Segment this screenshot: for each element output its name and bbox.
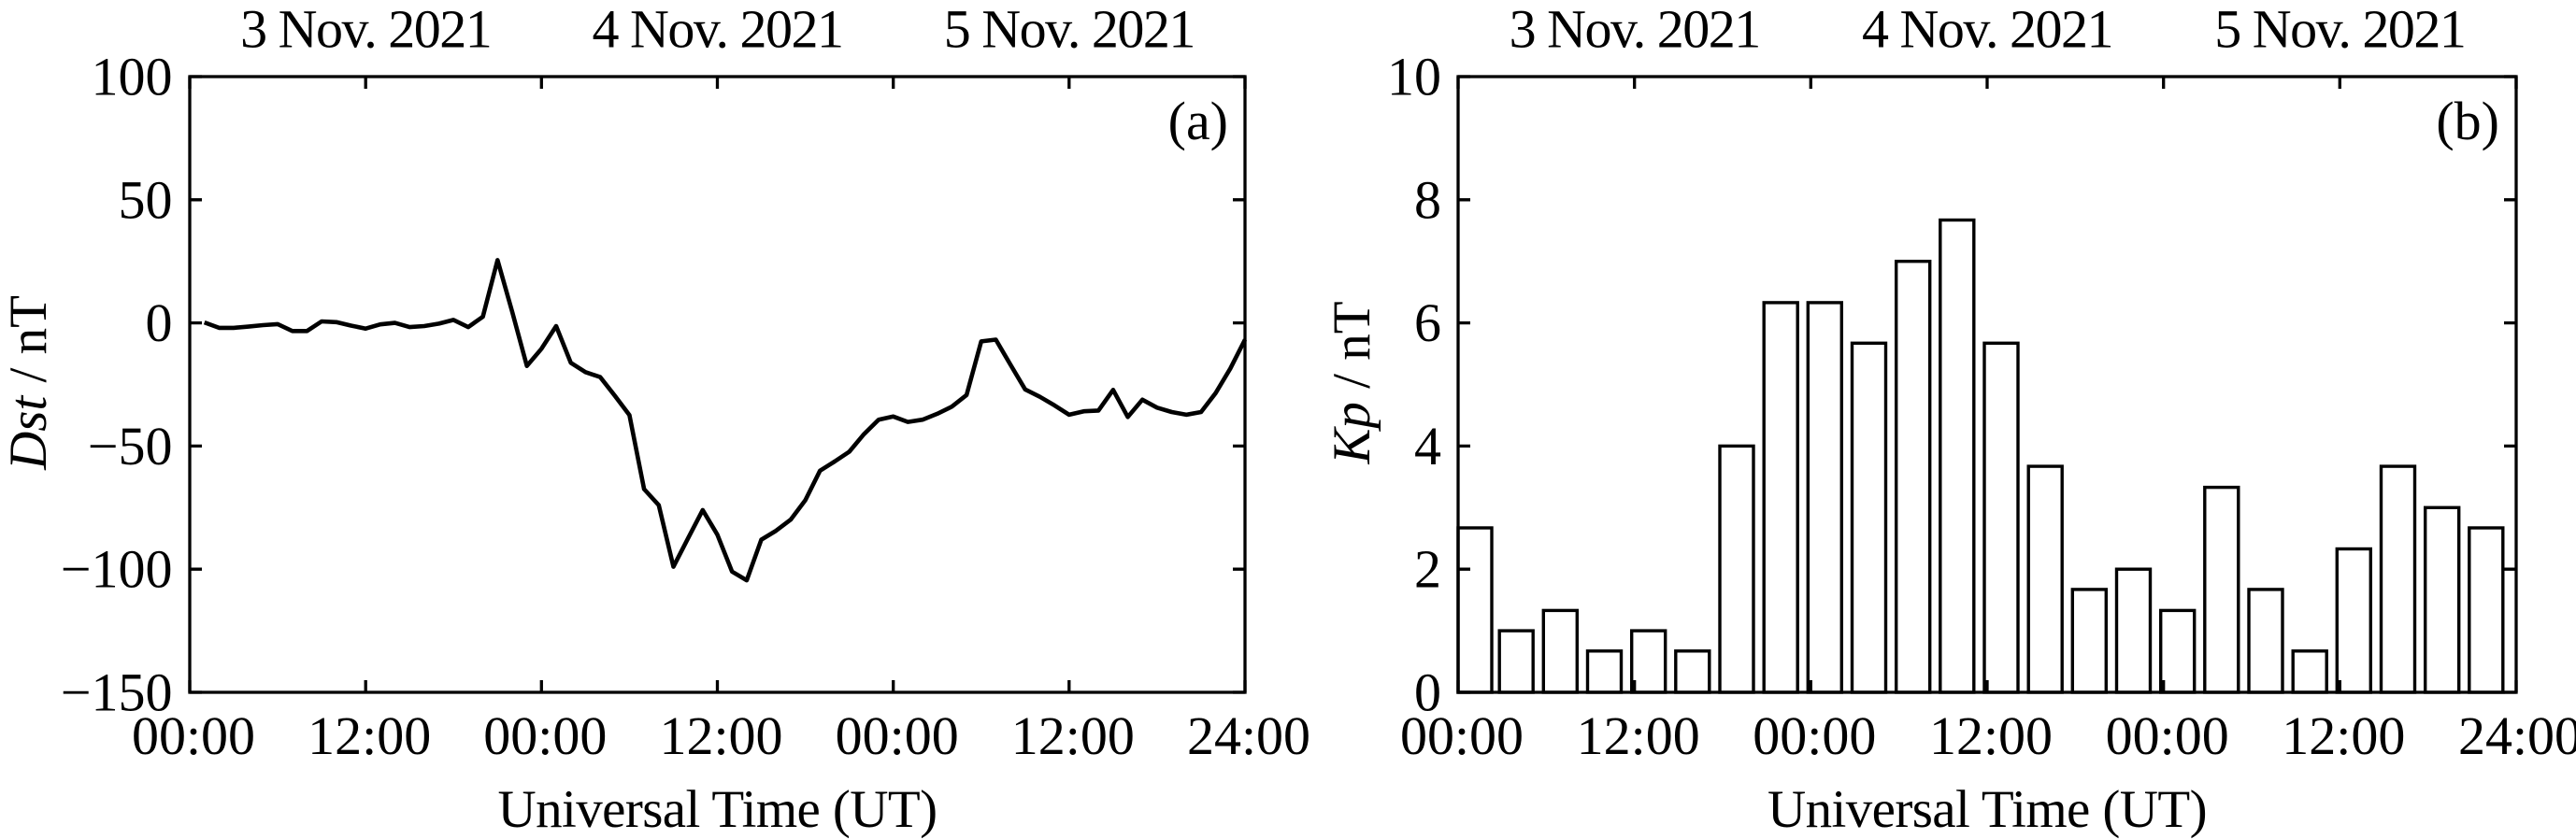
svg-text:00:00: 00:00 [2106,705,2229,766]
svg-text:0: 0 [1414,662,1441,723]
svg-text:2: 2 [1414,539,1441,600]
svg-text:6: 6 [1414,292,1441,353]
svg-text:12:00: 12:00 [1011,705,1135,766]
svg-text:Universal Time (UT): Universal Time (UT) [1767,780,2207,839]
svg-text:00:00: 00:00 [1753,705,1876,766]
svg-text:10: 10 [1387,47,1441,107]
svg-text:3 Nov. 2021: 3 Nov. 2021 [1510,0,1760,60]
svg-text:−150: −150 [61,662,173,723]
svg-text:4: 4 [1414,416,1441,476]
svg-text:5 Nov. 2021: 5 Nov. 2021 [944,0,1195,60]
svg-text:4 Nov. 2021: 4 Nov. 2021 [592,0,842,60]
svg-text:0: 0 [146,292,173,353]
svg-text:00:00: 00:00 [132,705,255,766]
svg-text:12:00: 12:00 [1929,705,2053,766]
svg-text:12:00: 12:00 [1577,705,1700,766]
svg-text:5 Nov. 2021: 5 Nov. 2021 [2214,0,2465,60]
svg-text:−50: −50 [88,416,173,476]
svg-text:100: 100 [92,47,173,107]
svg-text:12:00: 12:00 [659,705,782,766]
svg-text:00:00: 00:00 [836,705,959,766]
svg-text:50: 50 [119,169,173,230]
svg-text:12:00: 12:00 [308,705,431,766]
svg-text:8: 8 [1414,169,1441,230]
svg-text:−100: −100 [61,539,173,600]
svg-text:24:00: 24:00 [1187,705,1310,766]
svg-text:(b): (b) [2436,91,2499,151]
svg-text:4 Nov. 2021: 4 Nov. 2021 [1862,0,2112,60]
svg-text:24:00: 24:00 [2458,705,2576,766]
svg-text:12:00: 12:00 [2282,705,2405,766]
svg-text:(a): (a) [1168,91,1228,151]
svg-text:00:00: 00:00 [483,705,607,766]
svg-text:Dst / nT: Dst / nT [0,295,58,471]
svg-text:Kp / nT: Kp / nT [1323,301,1381,464]
svg-text:3 Nov. 2021: 3 Nov. 2021 [240,0,491,60]
svg-text:00:00: 00:00 [1400,705,1524,766]
svg-text:Universal Time (UT): Universal Time (UT) [498,780,937,839]
